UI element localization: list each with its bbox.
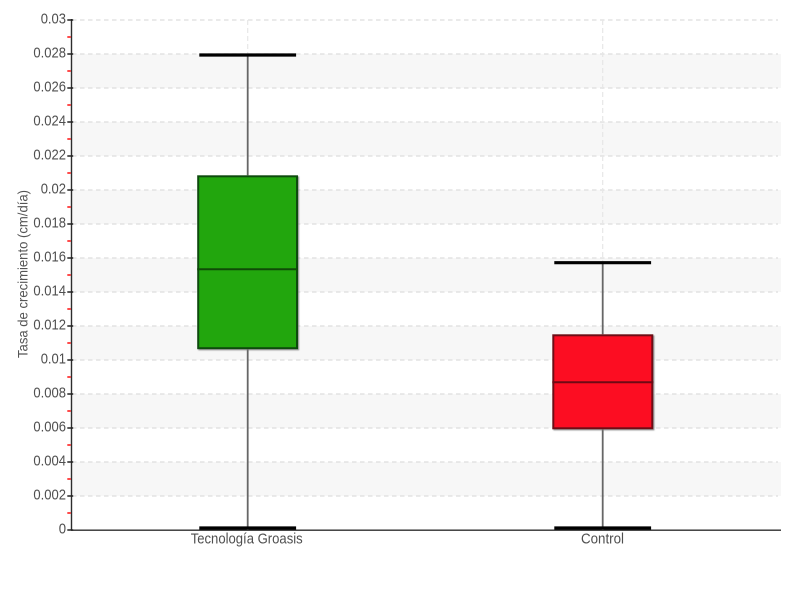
svg-text:0.016: 0.016 [33,249,66,266]
svg-text:0.006: 0.006 [33,419,66,436]
svg-text:Tecnología Groasis: Tecnología Groasis [191,530,303,547]
svg-text:0.008: 0.008 [33,385,66,402]
svg-text:0.024: 0.024 [33,113,66,130]
svg-text:0.022: 0.022 [33,147,66,164]
svg-text:0.014: 0.014 [33,283,66,300]
svg-text:0: 0 [59,521,66,538]
svg-text:0.03: 0.03 [41,11,66,28]
svg-text:Control: Control [581,530,624,547]
svg-text:0.026: 0.026 [33,79,66,96]
svg-text:0.01: 0.01 [41,351,66,368]
svg-text:0.028: 0.028 [33,45,66,62]
svg-text:0.002: 0.002 [33,487,66,504]
svg-text:0.004: 0.004 [33,453,66,470]
svg-text:0.018: 0.018 [33,215,66,232]
svg-text:0.012: 0.012 [33,317,66,334]
svg-text:0.02: 0.02 [41,181,66,198]
svg-text:Tasa de crecimiento (cm/día): Tasa de crecimiento (cm/día) [15,190,31,358]
